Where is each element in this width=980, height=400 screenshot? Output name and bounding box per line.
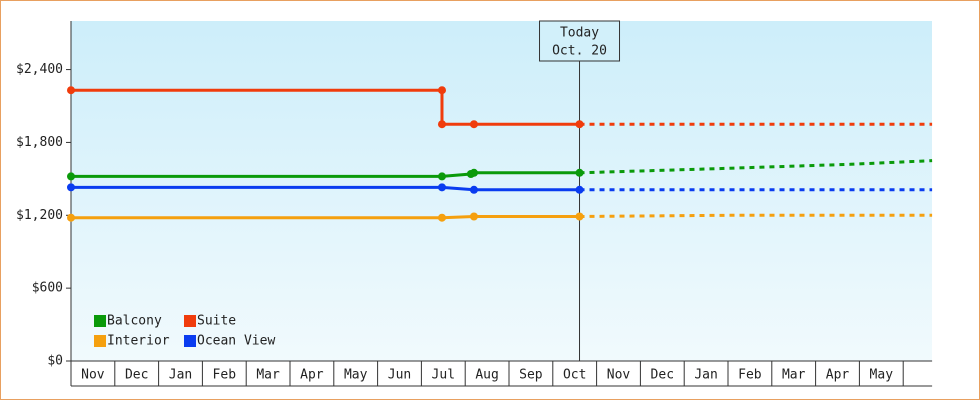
point (437, 120, 446, 129)
today-box (539, 20, 621, 62)
point (437, 172, 446, 181)
x-tick-label: Dec (651, 368, 674, 383)
point (575, 168, 584, 177)
x-tick-label: Feb (738, 368, 762, 383)
x-tick-label: Mar (256, 368, 280, 383)
x-tick-label: Nov (81, 368, 105, 383)
point (67, 172, 75, 181)
x-tick-label: Apr (300, 368, 324, 383)
point (469, 120, 478, 129)
x-tick-label: Apr (826, 368, 850, 383)
point (67, 183, 75, 192)
point (67, 86, 75, 95)
legend-swatch (184, 315, 196, 327)
point (67, 213, 75, 222)
today-label: Oct. 20 (552, 44, 607, 59)
x-tick-label: Jan (169, 368, 192, 383)
forecast-line (579, 213, 933, 218)
x-tick-label: Sep (519, 368, 543, 383)
x-tick-label: Oct (563, 368, 586, 383)
y-tick-label: $0 (47, 354, 63, 369)
x-tick-label: Mar (782, 368, 806, 383)
point (469, 168, 478, 177)
legend-swatch (94, 315, 106, 327)
x-tick-label: Jul (432, 368, 455, 383)
point (437, 213, 446, 222)
y-tick-label: $1,800 (16, 135, 63, 150)
legend-label: Balcony (107, 314, 162, 329)
point (437, 86, 446, 95)
series-line (71, 185, 580, 192)
series-line (71, 215, 580, 220)
legend-swatch (184, 335, 196, 347)
point (469, 185, 478, 194)
x-tick-label: Jan (694, 368, 717, 383)
legend-label: Suite (197, 314, 236, 329)
x-tick-label: Aug (475, 368, 498, 383)
x-tick-label: Nov (607, 368, 631, 383)
point (575, 185, 584, 194)
x-tick-label: Jun (388, 368, 411, 383)
legend-swatch (94, 335, 106, 347)
x-tick-label: Feb (213, 368, 237, 383)
point (575, 120, 584, 129)
x-tick-label: May (870, 368, 894, 383)
point (575, 212, 584, 221)
y-tick-label: $2,400 (16, 62, 63, 77)
legend-label: Ocean View (197, 334, 275, 349)
point (437, 183, 446, 192)
x-tick-label: May (344, 368, 368, 383)
y-tick-label: $1,200 (16, 208, 63, 223)
point (469, 212, 478, 221)
today-label: Today (560, 26, 599, 41)
legend-label: Interior (107, 334, 170, 349)
y-tick-label: $600 (32, 281, 63, 296)
x-tick-label: Dec (125, 368, 148, 383)
forecast-line (579, 159, 933, 175)
